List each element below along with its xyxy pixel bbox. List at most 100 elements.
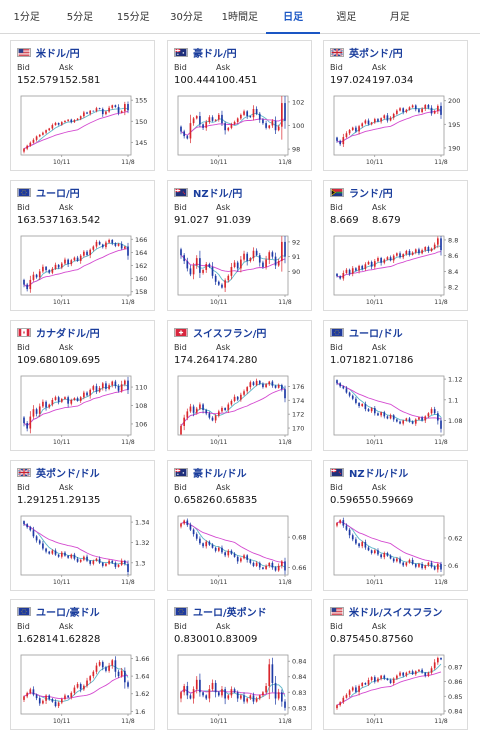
pair-title[interactable]: ユーロ/英ポンド bbox=[174, 604, 267, 619]
y-tick-label: 1.3 bbox=[135, 559, 145, 567]
moving-average-line bbox=[23, 389, 129, 427]
pair-title[interactable]: ユーロ/円 bbox=[17, 185, 80, 200]
y-tick-label: 170 bbox=[292, 425, 304, 433]
candle bbox=[111, 104, 114, 110]
pair-title[interactable]: 豪ドル/円 bbox=[174, 45, 237, 60]
pair-title[interactable]: 米ドル/スイスフラン bbox=[330, 604, 442, 619]
candle bbox=[243, 389, 245, 396]
rate-card[interactable]: スイスフラン/円 Bid Ask 174.264 174.280 176 174 172 170… bbox=[167, 320, 312, 451]
price-chart[interactable]: 1.66 1.64 1.62 1.6 10/11 11/8 bbox=[18, 652, 149, 727]
plot-frame bbox=[333, 95, 445, 156]
pair-title[interactable]: NZドル/円 bbox=[174, 185, 242, 200]
candle bbox=[79, 115, 82, 121]
pair-name: 豪ドル/円 bbox=[193, 48, 237, 60]
tab-timeframe[interactable]: 月足 bbox=[389, 12, 410, 23]
rate-card[interactable]: 豪ドル/円 Bid Ask 100.444 100.451 102 100 98 10/11 11… bbox=[167, 40, 312, 171]
price-chart[interactable]: 200 195 190 10/11 11/8 bbox=[331, 93, 462, 168]
price-chart[interactable]: 155 150 145 10/11 11/8 bbox=[18, 93, 149, 168]
y-tick-label: 195 bbox=[448, 121, 460, 129]
price-chart[interactable]: 102 100 98 10/11 11/8 bbox=[175, 93, 306, 168]
tab-timeframe[interactable]: 1分足 bbox=[13, 12, 40, 23]
rate-card[interactable]: ユーロ/円 Bid Ask 163.537 163.542 166 164 162 160 158… bbox=[10, 180, 155, 311]
price-chart[interactable]: 92 91 90 10/11 11/8 bbox=[175, 233, 306, 308]
candle bbox=[358, 542, 360, 548]
candle bbox=[117, 384, 120, 393]
plot-frame bbox=[333, 375, 445, 436]
tab-timeframe[interactable]: 30分足 bbox=[170, 12, 203, 23]
bid-value: 1.07182 bbox=[330, 355, 372, 366]
candle bbox=[89, 559, 92, 566]
candle bbox=[274, 384, 277, 389]
candle bbox=[396, 557, 398, 563]
rate-card[interactable]: ユーロ/英ポンドBidAsk0.830010.830090.8450.840.8… bbox=[167, 599, 312, 730]
pair-title[interactable]: NZドル/ドル bbox=[330, 465, 408, 480]
pair-title[interactable]: スイスフラン/円 bbox=[174, 325, 266, 340]
pair-title[interactable]: 英ポンド/ドル bbox=[17, 465, 100, 480]
candle bbox=[414, 563, 417, 569]
candle bbox=[108, 559, 110, 565]
candle bbox=[380, 411, 382, 418]
rate-card[interactable]: 米ドル/スイスフラン Bid Ask 0.87545 0.87560 0.87 0.86 0.… bbox=[323, 599, 468, 730]
candle bbox=[35, 135, 38, 142]
price-chart[interactable]: 0.845 0.84 0.835 0.83 10/11 11/8 bbox=[175, 652, 306, 727]
pair-name: 英ポンド/円 bbox=[349, 48, 403, 60]
ask-value: 109.695 bbox=[59, 355, 101, 366]
candle bbox=[430, 666, 433, 675]
moving-average-line bbox=[180, 688, 286, 696]
bid-value: 197.024 bbox=[330, 75, 372, 86]
pair-title[interactable]: ユーロ/豪ドル bbox=[17, 604, 100, 619]
tab-timeframe[interactable]: 週足 bbox=[336, 12, 357, 23]
pair-name: ユーロ/英ポンド bbox=[193, 607, 267, 619]
tab-timeframe[interactable]: 15分足 bbox=[116, 12, 150, 23]
rate-card[interactable]: 英ポンド/ドル Bid Ask 1.29125 1.29135 1.34 1.32 1.3 10… bbox=[10, 460, 155, 591]
rate-card[interactable]: ユーロ/豪ドル Bid Ask 1.62814 1.62828 1.66 1.64 1.62 1… bbox=[10, 599, 155, 730]
candle bbox=[377, 117, 379, 123]
price-chart[interactable]: 0.62 0.6 10/11 11/8 bbox=[331, 513, 462, 588]
y-tick-label: 8.8 bbox=[448, 236, 458, 244]
tab-timeframe[interactable]: 日足 bbox=[266, 0, 320, 34]
candle bbox=[255, 106, 258, 116]
rate-card[interactable]: 豪ドル/ドル Bid Ask 0.65826 0.65835 0.68 0.66 10/11 1… bbox=[167, 460, 312, 591]
candle bbox=[83, 250, 85, 258]
rate-card[interactable]: 英ポンド/円 Bid Ask 197.024 197.034 200 195 190 10/11… bbox=[323, 40, 468, 171]
pair-title[interactable]: ユーロ/ドル bbox=[330, 325, 403, 340]
pair-title[interactable]: 米ドル/円 bbox=[17, 45, 80, 60]
candle bbox=[89, 248, 92, 259]
price-chart[interactable]: 1.34 1.32 1.3 10/11 11/8 bbox=[18, 513, 149, 588]
candle bbox=[92, 384, 95, 392]
candle bbox=[440, 561, 442, 572]
candle bbox=[73, 397, 76, 401]
price-chart[interactable]: 166 164 162 160 158 10/11 11/8 bbox=[18, 233, 149, 308]
price-chart[interactable]: 0.68 0.66 10/11 11/8 bbox=[175, 513, 306, 588]
tab-timeframe[interactable]: 1時間足 bbox=[221, 12, 259, 23]
moving-average-line bbox=[336, 382, 442, 420]
candle bbox=[339, 382, 341, 388]
candle bbox=[217, 112, 220, 122]
candle bbox=[418, 669, 420, 672]
rate-card[interactable]: ランド/円 Bid Ask 8.669 8.679 8.8 8.6 8.4 8.2 10/11 11… bbox=[323, 180, 468, 311]
pair-title[interactable]: 英ポンド/円 bbox=[330, 45, 403, 60]
tab-timeframe[interactable]: 5分足 bbox=[66, 12, 94, 23]
candle bbox=[437, 656, 439, 665]
rate-card[interactable]: ユーロ/ドル Bid Ask 1.07182 1.07186 1.12 1.1 1.08 10/… bbox=[323, 320, 468, 451]
moving-average-line bbox=[180, 388, 286, 427]
candle bbox=[243, 109, 245, 117]
candle bbox=[48, 269, 51, 275]
price-chart[interactable]: 8.8 8.6 8.4 8.2 10/11 11/8 bbox=[331, 233, 462, 308]
pair-title[interactable]: 豪ドル/ドル bbox=[174, 465, 247, 480]
price-chart[interactable]: 176 174 172 170 10/11 11/8 bbox=[175, 373, 306, 448]
pair-title[interactable]: ランド/円 bbox=[330, 185, 393, 200]
rate-card[interactable]: 米ドル/円 Bid Ask 152.579 152.581 155 150 145 10/11 1… bbox=[10, 40, 155, 171]
candle bbox=[268, 124, 271, 130]
pair-title[interactable]: カナダドル/円 bbox=[17, 325, 100, 340]
rate-card[interactable]: NZドル/ドル Bid Ask 0.59655 0.59669 0.62 0.6 10/11 1… bbox=[323, 460, 468, 591]
candle bbox=[274, 116, 277, 134]
price-chart[interactable]: 0.87 0.86 0.85 0.84 10/11 11/8 bbox=[331, 652, 462, 727]
candle bbox=[271, 657, 274, 693]
rate-card[interactable]: カナダドル/円 Bid Ask 109.680 109.695 110 108 106 10/1… bbox=[10, 320, 155, 451]
candle bbox=[111, 658, 114, 669]
price-chart[interactable]: 1.12 1.1 1.08 10/11 11/8 bbox=[331, 373, 462, 448]
rate-card[interactable]: NZドル/円 Bid Ask 91.027 91.039 92 91 90 10/11 11/8 bbox=[167, 180, 312, 311]
candle bbox=[396, 674, 398, 680]
price-chart[interactable]: 110 108 106 10/11 11/8 bbox=[18, 373, 149, 448]
